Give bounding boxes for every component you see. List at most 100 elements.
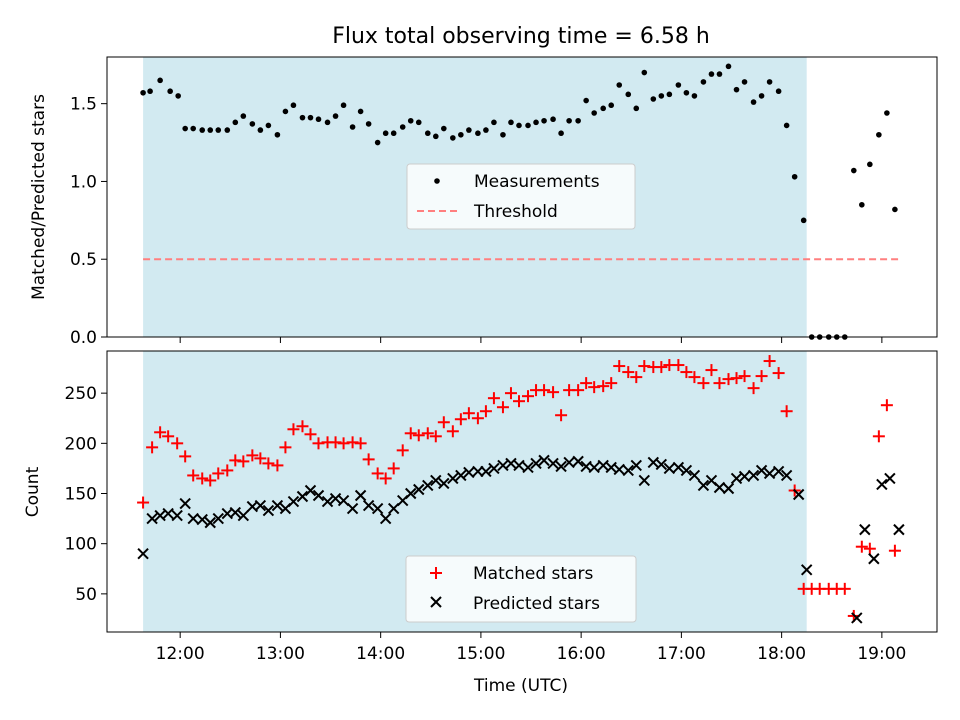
predicted-star-point	[547, 457, 559, 470]
predicted-star-point	[738, 470, 751, 483]
measurement-point	[232, 119, 239, 126]
bottom-y-tick-label: 150	[65, 485, 97, 505]
matched-star-point	[512, 395, 525, 408]
top-legend-box	[406, 163, 636, 230]
predicted-star-point	[162, 507, 174, 520]
measurement-point	[650, 96, 657, 102]
predicted-star-point	[884, 472, 896, 485]
predicted-star-point	[237, 509, 250, 522]
bottom-y-axis-label: Count	[23, 466, 43, 517]
matched-star-point	[605, 377, 618, 390]
predicted-star-point	[354, 489, 367, 502]
matched-star-point	[421, 427, 434, 440]
matched-star-point	[237, 455, 250, 468]
matched-star-point	[262, 457, 275, 470]
predicted-star-point	[572, 455, 584, 468]
measurement-point	[157, 77, 163, 84]
bottom-y-tick-label: 200	[65, 434, 97, 454]
bottom-axis-ticks: 12:00 13:00 14:00 15:00 16:00 17:00 18:00 19:00…	[65, 384, 907, 664]
measurement-point	[483, 127, 489, 133]
matched-star-point	[412, 429, 425, 442]
predicted-star-point	[212, 512, 224, 525]
predicted-star-point	[505, 457, 517, 470]
matched-star-point	[538, 384, 551, 397]
predicted-star-point	[387, 502, 400, 515]
matched-star-point	[171, 437, 184, 450]
measurement-point	[791, 173, 798, 180]
measurement-point	[800, 217, 807, 224]
predicted-star-point	[137, 548, 149, 560]
measurement-point	[691, 93, 698, 99]
matched-star-point	[763, 355, 776, 368]
matched-star-point	[404, 427, 417, 440]
predicted-star-point	[430, 474, 442, 487]
measurement-point	[307, 114, 314, 121]
measurement-point	[633, 105, 640, 112]
predicted-star-point	[597, 459, 609, 472]
matched-star-point	[580, 377, 593, 390]
predicted-star-point	[747, 469, 760, 482]
predicted-star-point	[772, 465, 785, 478]
measurement-point	[424, 130, 431, 137]
measurement-point	[441, 125, 447, 132]
measurement-point	[741, 79, 748, 85]
measurement-point	[299, 114, 306, 121]
measurement-point	[458, 131, 464, 138]
matched-star-point	[722, 373, 735, 386]
predicted-star-point	[697, 479, 710, 492]
predicted-star-point	[321, 495, 334, 508]
ratio-panel: 0.0 0.5 1.0 1.5 Matched/Predicted stars Mea…	[29, 56, 938, 348]
matched-star-point	[204, 474, 217, 487]
measurement-point	[675, 82, 682, 88]
bottom-legend-box	[405, 555, 637, 623]
predicted-star-point	[488, 462, 500, 475]
predicted-star-point	[800, 564, 813, 576]
x-tick-label: 16:00	[557, 644, 606, 664]
matched-star-point	[429, 430, 442, 443]
matched-star-point	[437, 416, 450, 429]
predicted-star-point	[622, 464, 634, 477]
matched-star-point	[880, 399, 893, 412]
measurement-point	[591, 110, 597, 116]
measurement-point	[175, 93, 181, 99]
measurement-point	[182, 125, 188, 132]
measurement-point	[850, 167, 857, 174]
matched-star-point	[296, 420, 309, 433]
predicted-star-point	[792, 488, 805, 501]
measurement-point	[415, 119, 422, 126]
matched-star-point	[504, 387, 517, 400]
measurement-point	[876, 131, 882, 138]
measurement-point	[608, 102, 615, 109]
predicted-star-point	[613, 463, 625, 476]
predicted-star-point	[497, 459, 509, 472]
matched-star-point	[496, 401, 509, 414]
predicted-star-point	[463, 466, 475, 479]
matched-star-point	[780, 405, 793, 418]
matched-star-point	[187, 469, 200, 482]
predicted-star-point	[588, 461, 600, 474]
matched-star-point	[697, 377, 710, 390]
predicted-star-point	[893, 523, 905, 536]
predicted-star-point	[229, 506, 242, 519]
matched-star-point	[271, 459, 284, 472]
measurement-point	[766, 79, 773, 85]
matched-star-point	[379, 472, 392, 485]
predicted-star-point	[379, 512, 392, 525]
matched-star-point	[522, 390, 535, 403]
matched-star-point	[304, 428, 317, 441]
measurement-point	[399, 124, 406, 130]
predicted-star-point	[868, 553, 880, 565]
predicted-star-point	[647, 456, 660, 469]
x-tick-label: 13:00	[256, 644, 305, 664]
measurement-point	[382, 130, 389, 137]
measurement-point	[147, 88, 153, 95]
matched-star-point	[354, 437, 367, 450]
matched-star-point	[638, 360, 651, 373]
measurement-point	[533, 119, 539, 126]
matched-star-point	[446, 425, 459, 438]
predicted-star-point	[371, 502, 384, 515]
measurement-point	[625, 91, 632, 98]
measurement-point	[249, 121, 256, 127]
x-tick-label: 17:00	[657, 644, 706, 664]
